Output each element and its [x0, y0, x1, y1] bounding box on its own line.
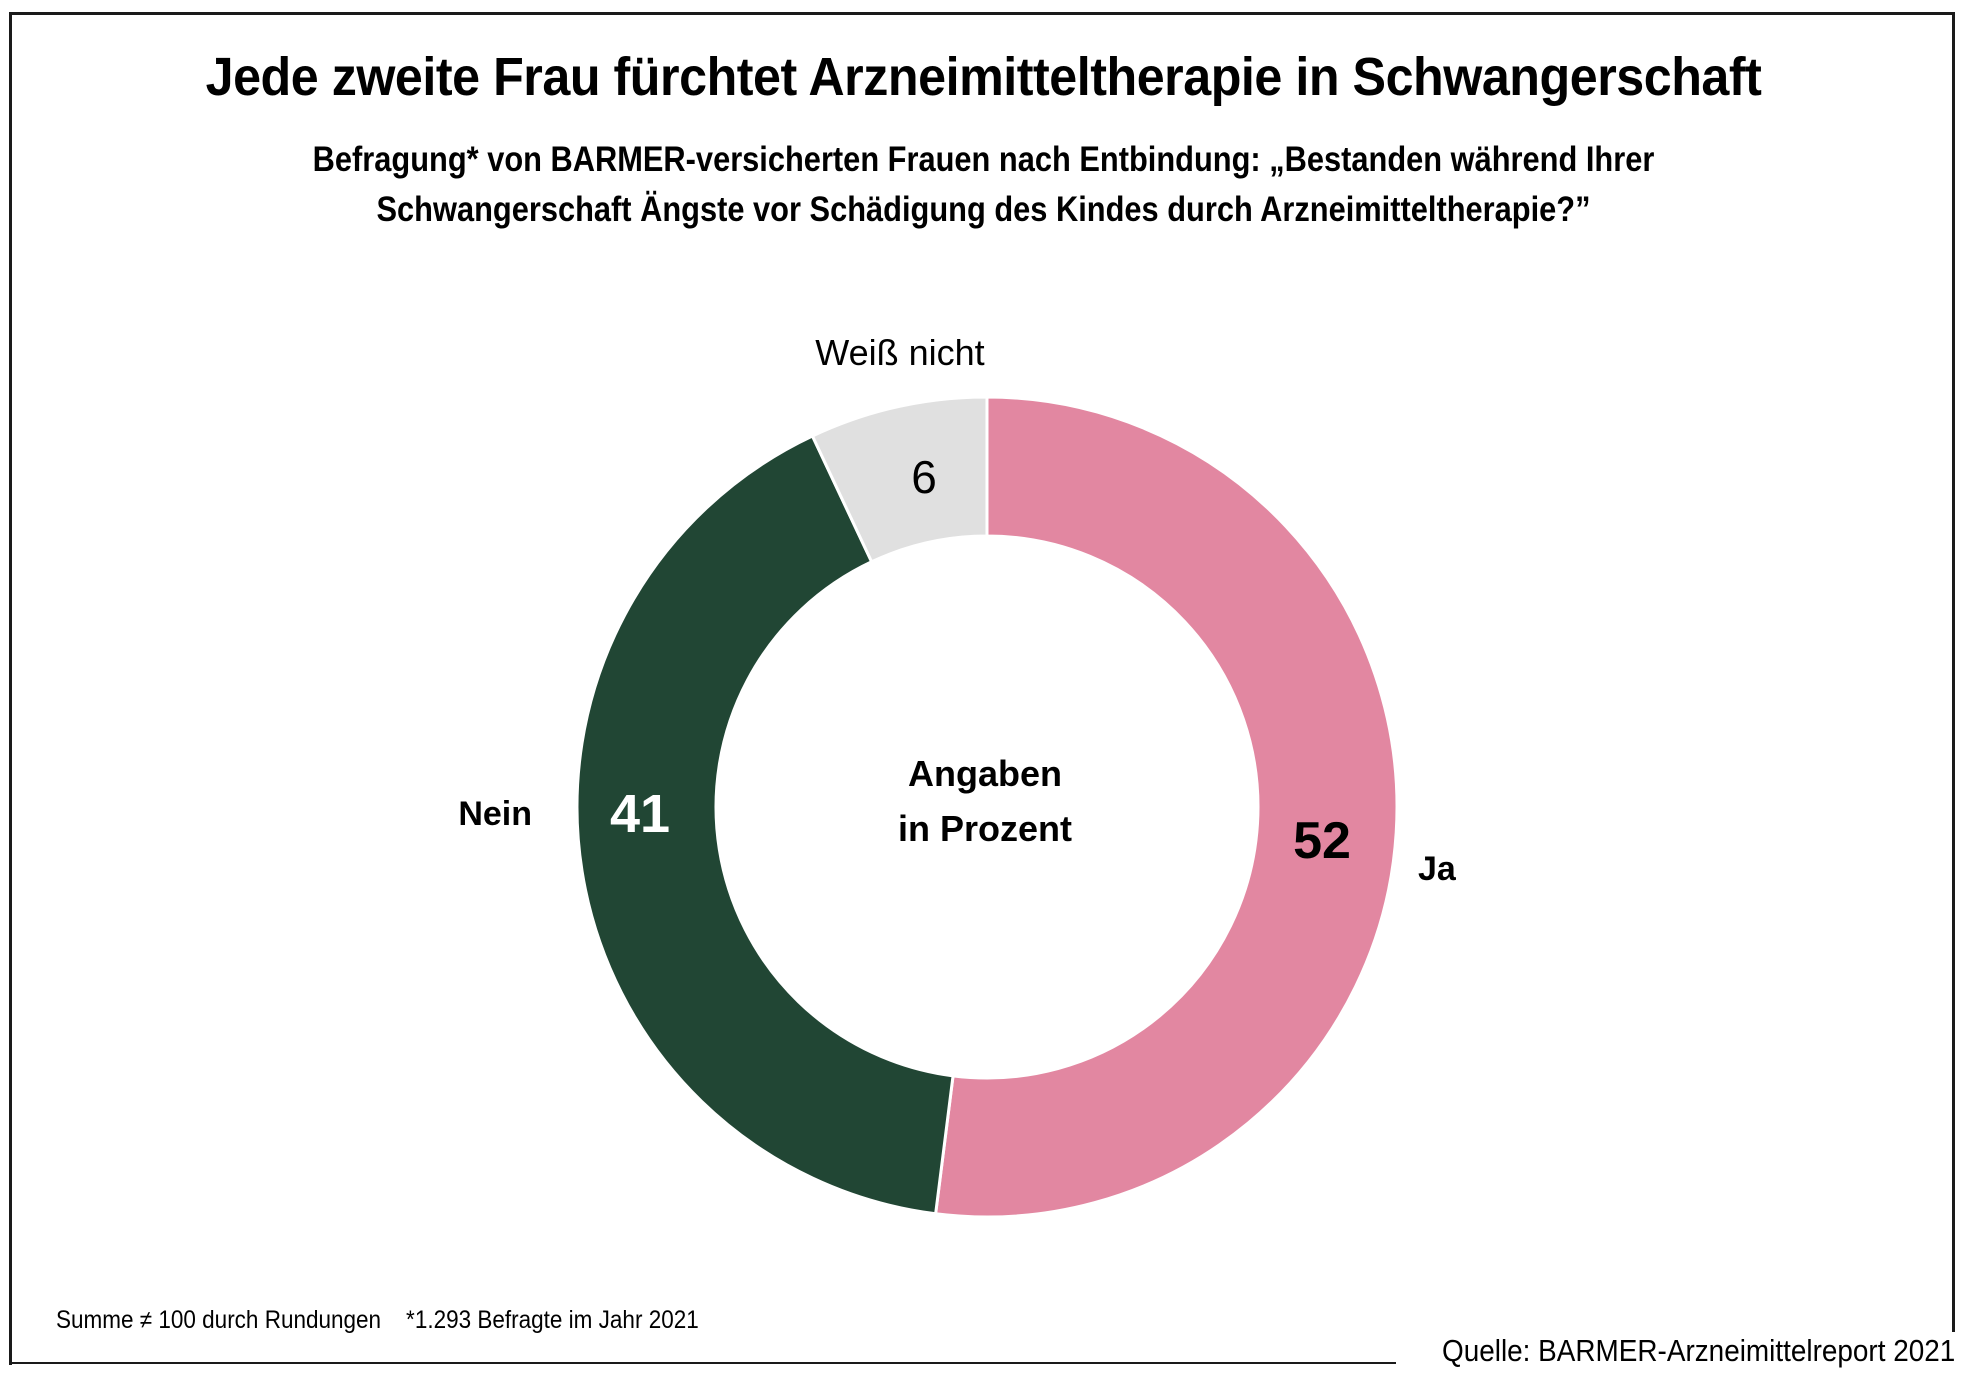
center-label-line-1: Angaben	[908, 753, 1062, 794]
donut-slice-wei-nicht	[810, 395, 989, 564]
frame-right-border	[1952, 12, 1955, 1332]
slice-category-label: Ja	[1418, 850, 1457, 888]
footnote: Summe ≠ 100 durch Rundungen *1.293 Befra…	[56, 1306, 699, 1334]
center-label-line-2: in Prozent	[898, 808, 1072, 849]
chart-title: Jede zweite Frau fürchtet Arzneimittelth…	[205, 47, 1762, 107]
slice-category-label: Nein	[458, 795, 532, 833]
chart-subtitle-line-1: Befragung* von BARMER-versicherten Fraue…	[312, 140, 1655, 179]
slice-value-label: 6	[911, 451, 937, 503]
slice-value-label: 52	[1293, 812, 1351, 870]
slice-value-label: 41	[610, 784, 670, 844]
frame-left-border	[9, 12, 12, 1365]
donut-slice-nein	[575, 434, 955, 1216]
frame-bottom-border	[9, 1362, 1396, 1364]
slice-category-label: Weiß nicht	[815, 332, 984, 373]
chart-subtitle-line-2: Schwangerschaft Ängste vor Schädigung de…	[376, 190, 1591, 229]
donut-slice-ja	[933, 395, 1399, 1219]
source-credit: Quelle: BARMER-Arzneimittelreport 2021	[1441, 1333, 1955, 1368]
frame-top-border	[9, 12, 1955, 15]
